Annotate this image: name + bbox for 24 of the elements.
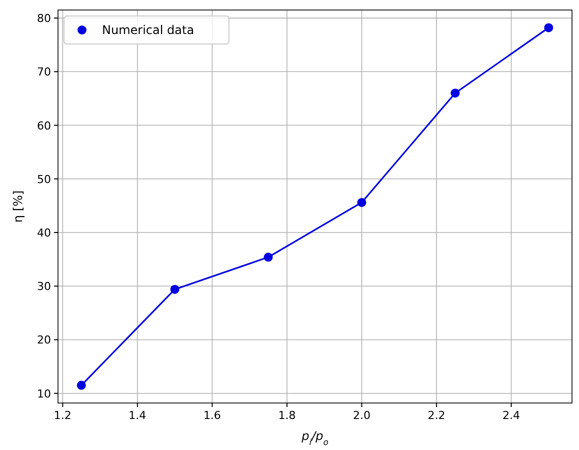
point (357, 198, 366, 207)
point (264, 252, 273, 262)
x-tick-label: 2.0 (352, 409, 370, 422)
x-tick-label: 1.2 (54, 409, 72, 422)
point (450, 88, 460, 98)
y-tick-label: 80 (37, 12, 51, 26)
y-tick-label: 40 (37, 226, 51, 240)
y-tick-label: 50 (37, 172, 51, 186)
x-tick-label: 1.8 (278, 409, 296, 422)
point (170, 284, 180, 294)
y-axis-title: η [%] (11, 190, 25, 223)
y-tick-label: 60 (37, 119, 51, 132)
x-tick-label: 1.4 (128, 409, 146, 422)
y-tick-label: 10 (37, 387, 51, 400)
y-tick-label: 30 (37, 280, 51, 294)
x-axis-title: p$_{i}$/p$_{o}$ (300, 429, 328, 447)
x-tick-label: 2.4 (502, 409, 520, 422)
point (76, 380, 86, 390)
x-tick-label: 2.2 (428, 409, 446, 422)
legend-label: Numerical data (102, 23, 194, 37)
x-tick-label: 1.6 (203, 409, 221, 422)
y-tick-label: 70 (37, 66, 51, 79)
y-tick-label: 20 (37, 334, 51, 347)
point (544, 23, 554, 32)
